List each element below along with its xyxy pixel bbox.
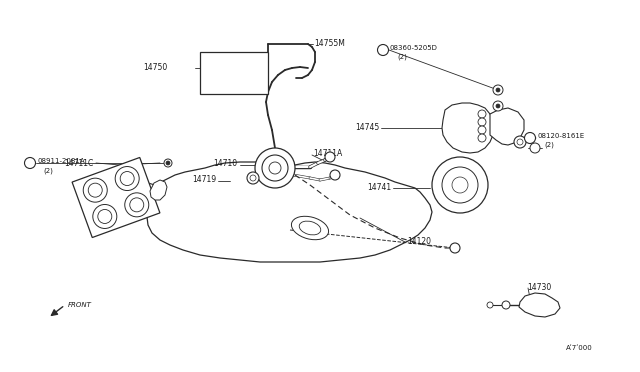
Circle shape — [517, 139, 523, 145]
Circle shape — [478, 110, 486, 118]
Polygon shape — [105, 178, 155, 212]
Circle shape — [325, 152, 335, 162]
Circle shape — [115, 167, 139, 190]
Ellipse shape — [291, 216, 328, 240]
Circle shape — [496, 88, 500, 92]
Text: S: S — [381, 48, 385, 52]
Circle shape — [269, 162, 281, 174]
Circle shape — [478, 118, 486, 126]
Circle shape — [130, 198, 144, 212]
Text: 14750: 14750 — [143, 64, 167, 73]
Circle shape — [98, 209, 112, 224]
Text: 08911-2081A: 08911-2081A — [37, 158, 84, 164]
Circle shape — [83, 178, 108, 202]
Text: Aʹ7ʹ000: Aʹ7ʹ000 — [566, 345, 593, 351]
Circle shape — [378, 45, 388, 55]
Circle shape — [493, 85, 503, 95]
Text: 14711A: 14711A — [313, 148, 342, 157]
Circle shape — [166, 161, 170, 165]
Circle shape — [478, 134, 486, 142]
Circle shape — [255, 148, 295, 188]
Circle shape — [250, 175, 256, 181]
Circle shape — [262, 155, 288, 181]
Text: (2): (2) — [397, 54, 407, 60]
Text: 14710: 14710 — [213, 158, 237, 167]
Text: 14755M: 14755M — [314, 38, 345, 48]
Text: 14745: 14745 — [355, 122, 379, 131]
Polygon shape — [490, 108, 524, 145]
Ellipse shape — [300, 221, 321, 235]
Polygon shape — [519, 293, 560, 317]
Polygon shape — [147, 162, 432, 262]
Circle shape — [24, 157, 35, 169]
Polygon shape — [150, 180, 167, 200]
Circle shape — [432, 157, 488, 213]
FancyBboxPatch shape — [200, 52, 268, 94]
Polygon shape — [442, 103, 494, 153]
Circle shape — [88, 183, 102, 197]
Text: N: N — [28, 160, 32, 166]
Text: FRONT: FRONT — [68, 302, 92, 308]
Text: (2): (2) — [544, 142, 554, 148]
Text: 14120: 14120 — [407, 237, 431, 246]
Text: 08120-8161E: 08120-8161E — [537, 133, 584, 139]
Circle shape — [452, 177, 468, 193]
Text: 14719: 14719 — [192, 176, 216, 185]
Circle shape — [525, 132, 536, 144]
Circle shape — [493, 101, 503, 111]
Polygon shape — [72, 157, 160, 238]
Text: 14730: 14730 — [527, 282, 551, 292]
Circle shape — [487, 302, 493, 308]
Circle shape — [442, 167, 478, 203]
Circle shape — [530, 143, 540, 153]
Text: 14711C: 14711C — [64, 158, 93, 167]
Text: 08360-5205D: 08360-5205D — [390, 45, 438, 51]
Circle shape — [125, 193, 148, 217]
Circle shape — [478, 126, 486, 134]
Circle shape — [164, 159, 172, 167]
Circle shape — [120, 171, 134, 186]
Circle shape — [330, 170, 340, 180]
Text: 14741: 14741 — [367, 183, 391, 192]
Circle shape — [496, 104, 500, 108]
Text: (2): (2) — [43, 168, 53, 174]
Circle shape — [450, 243, 460, 253]
Circle shape — [93, 205, 117, 228]
Circle shape — [502, 301, 510, 309]
Text: B: B — [528, 135, 532, 141]
Circle shape — [514, 136, 526, 148]
Circle shape — [247, 172, 259, 184]
